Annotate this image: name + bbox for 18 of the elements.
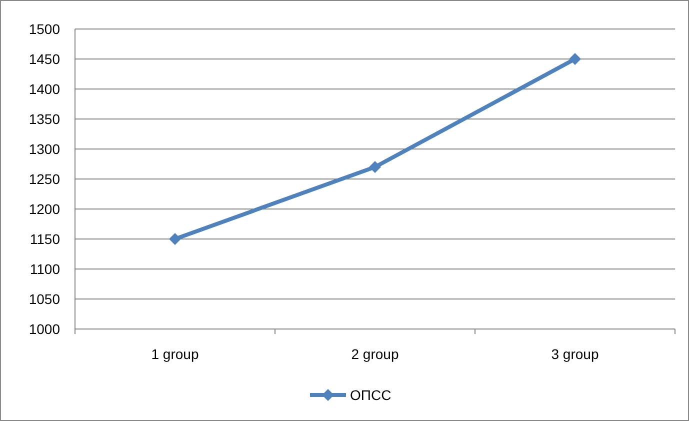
y-tick-label: 1500 [28, 20, 60, 37]
y-tick-label: 1350 [28, 110, 60, 127]
y-tick-label: 1100 [30, 260, 60, 277]
legend-label: ОПСС [350, 386, 392, 403]
y-tick-label: 1250 [28, 170, 60, 187]
y-tick-label: 1400 [28, 80, 60, 97]
point [369, 161, 381, 173]
point [569, 53, 581, 65]
x-tick-label: 3 group [551, 346, 599, 362]
x-tick-label: 1 group [151, 346, 199, 362]
point [169, 233, 181, 245]
y-tick-label: 1000 [28, 320, 60, 337]
y-tick-label: 1450 [28, 50, 60, 67]
y-tick-label: 1200 [28, 200, 60, 217]
y-tick-label: 1150 [30, 230, 60, 247]
y-tick-label: 1300 [28, 140, 60, 157]
y-tick-label: 1050 [28, 290, 60, 307]
x-tick-label: 2 group [351, 346, 399, 362]
